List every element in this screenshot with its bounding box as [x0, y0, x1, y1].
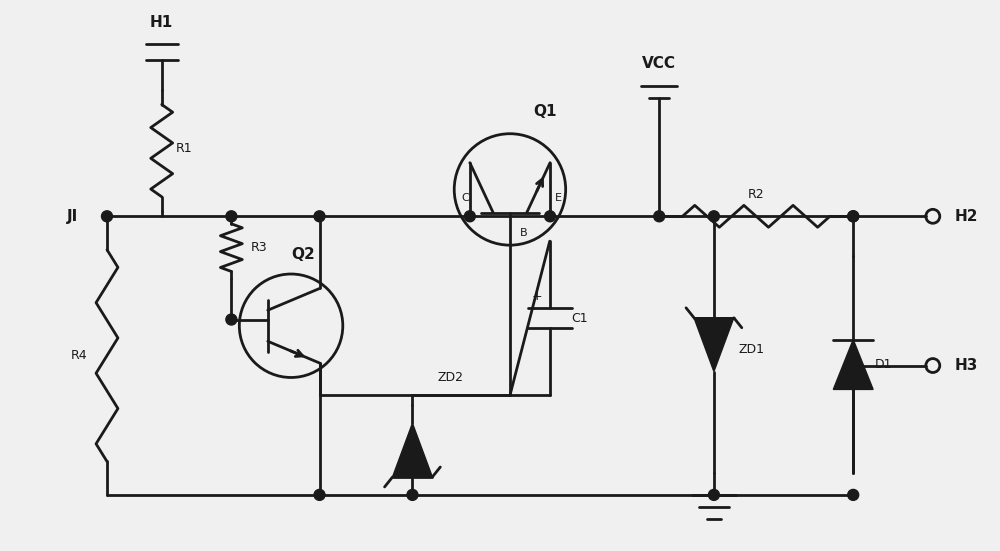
Circle shape	[848, 211, 859, 222]
Circle shape	[708, 211, 719, 222]
Circle shape	[314, 489, 325, 500]
Circle shape	[464, 211, 475, 222]
Text: D1: D1	[874, 358, 892, 371]
Text: C: C	[461, 193, 469, 203]
Polygon shape	[694, 318, 734, 371]
Text: +: +	[532, 290, 542, 303]
Text: H2: H2	[955, 209, 978, 224]
Text: R4: R4	[71, 349, 87, 362]
Text: VCC: VCC	[642, 56, 676, 71]
Circle shape	[848, 211, 859, 222]
Text: ZD2: ZD2	[437, 371, 463, 384]
Circle shape	[708, 489, 719, 500]
Circle shape	[314, 211, 325, 222]
Circle shape	[654, 211, 665, 222]
Text: B: B	[520, 228, 528, 237]
Circle shape	[545, 211, 556, 222]
Text: Q2: Q2	[291, 247, 315, 262]
Circle shape	[407, 489, 418, 500]
Text: R3: R3	[251, 241, 268, 254]
Text: H3: H3	[955, 358, 978, 373]
Text: ZD1: ZD1	[739, 343, 765, 356]
Circle shape	[226, 314, 237, 325]
Text: C1: C1	[571, 312, 588, 325]
Text: JI: JI	[67, 209, 78, 224]
Polygon shape	[833, 339, 873, 390]
Text: R1: R1	[175, 142, 192, 155]
Text: E: E	[555, 193, 562, 203]
Circle shape	[226, 211, 237, 222]
Text: Q1: Q1	[533, 104, 557, 120]
Polygon shape	[393, 423, 432, 477]
Text: R2: R2	[748, 188, 765, 201]
Text: H1: H1	[150, 15, 173, 30]
Circle shape	[848, 489, 859, 500]
Circle shape	[102, 211, 112, 222]
